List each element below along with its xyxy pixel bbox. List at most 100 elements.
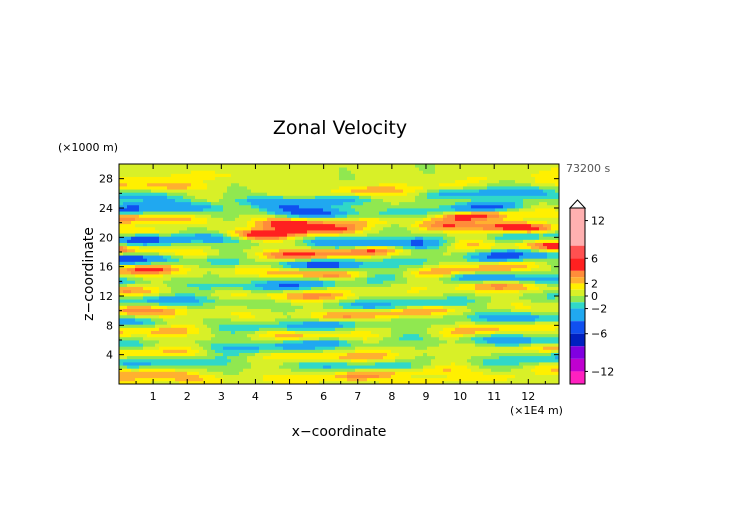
field-cell [195,362,200,366]
field-cell [371,280,376,284]
field-cell [279,371,284,375]
field-cell [163,380,168,385]
field-cell [251,340,256,344]
field-cell [243,217,248,221]
field-cell [215,330,220,335]
field-cell [283,176,288,181]
field-cell [195,280,200,284]
field-cell [327,365,332,369]
field-cell [259,255,264,259]
field-cell [267,277,272,281]
field-cell [311,327,316,331]
field-cell [159,368,164,372]
field-cell [175,311,180,316]
field-cell [187,223,192,228]
field-cell [319,170,324,174]
field-cell [119,355,124,360]
field-cell [255,223,260,228]
field-cell [363,252,368,256]
field-cell [275,289,280,294]
field-cell [315,368,320,372]
field-cell [259,371,264,375]
field-cell [267,204,272,209]
field-cell [351,299,356,303]
field-cell [127,255,132,259]
field-cell [291,286,296,291]
field-cell [287,299,292,303]
field-cell [335,208,340,212]
field-cell [191,336,196,341]
field-cell [395,233,400,237]
field-cell [243,211,248,215]
field-cell [323,292,328,297]
field-cell [363,296,368,300]
field-cell [255,308,260,313]
field-cell [327,296,332,300]
field-cell [295,201,300,206]
field-cell [367,208,372,212]
field-cell [267,182,272,187]
field-cell [251,270,256,275]
field-cell [307,214,312,218]
field-cell [283,336,288,341]
field-cell [195,296,200,300]
field-cell [267,371,272,375]
field-cell [179,274,184,278]
field-cell [371,299,376,303]
field-cell [135,302,140,306]
field-cell [363,242,368,247]
field-cell [211,292,216,297]
field-cell [127,211,132,215]
field-cell [259,267,264,272]
field-cell [311,264,316,269]
field-cell [267,233,272,237]
field-cell [183,330,188,335]
field-cell [247,186,252,190]
field-cell [263,167,268,171]
field-cell [387,346,392,350]
field-cell [195,277,200,281]
field-cell [279,324,284,328]
field-cell [283,289,288,294]
field-cell [371,170,376,174]
field-cell [263,267,268,272]
field-cell [303,274,308,278]
field-cell [211,211,216,215]
field-cell [339,261,344,265]
velocity-field [119,164,560,385]
field-cell [279,327,284,331]
field-cell [291,289,296,294]
field-cell [335,286,340,291]
field-cell [207,242,212,247]
field-cell [207,245,212,250]
field-cell [139,286,144,291]
field-cell [123,261,128,265]
field-cell [151,170,156,174]
field-cell [263,277,268,281]
field-cell [235,236,240,240]
field-cell [335,245,340,250]
field-cell [207,182,212,187]
field-cell [359,258,364,262]
field-cell [159,371,164,375]
field-cell [155,236,160,240]
field-cell [175,255,180,259]
field-cell [215,374,220,379]
field-cell [243,204,248,209]
field-cell [387,368,392,372]
field-cell [175,380,180,385]
field-cell [323,186,328,190]
field-cell [139,365,144,369]
field-cell [331,355,336,360]
field-cell [259,242,264,247]
field-cell [339,327,344,331]
field-cell [375,343,380,347]
field-cell [235,179,240,184]
field-cell [179,365,184,369]
field-cell [131,358,136,363]
field-cell [323,283,328,287]
field-cell [379,352,384,357]
field-cell [187,204,192,209]
field-cell [363,321,368,325]
field-cell [339,248,344,253]
